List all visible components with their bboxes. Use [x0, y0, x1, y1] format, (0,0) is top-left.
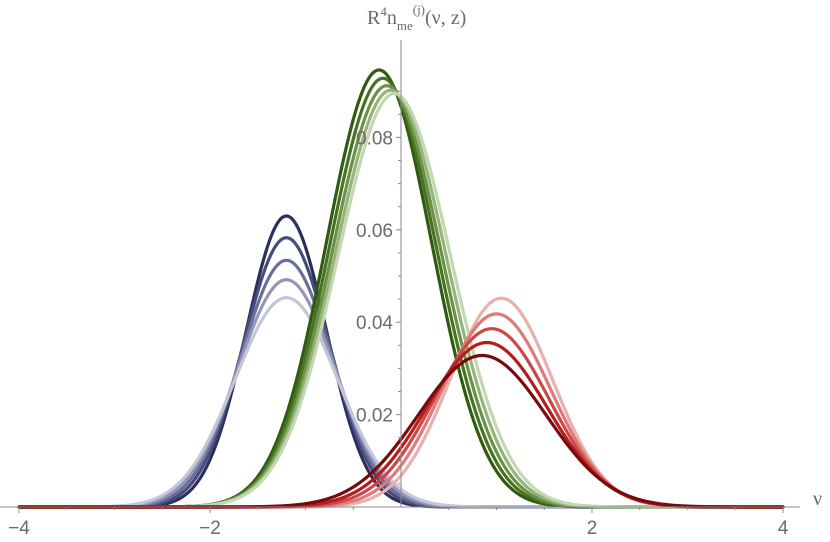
y-label-sup4: 4	[380, 4, 387, 19]
y-tick-label: 0.06	[356, 221, 393, 242]
y-label-sup: (j)	[413, 2, 425, 17]
y-tick-label: 0.04	[356, 313, 393, 334]
y-tick-label: 0.02	[356, 406, 393, 427]
y-label-n: n	[387, 7, 397, 29]
x-tick-label: −4	[8, 518, 30, 539]
x-tick-label: −2	[199, 518, 221, 539]
y-label-args: (ν, z)	[425, 7, 466, 29]
y-label-R: R	[367, 7, 381, 29]
x-tick-label: 4	[778, 518, 789, 539]
ticks-layer: −4 −2 2 4 0.02 0.04 0.06 0.08	[8, 90, 789, 539]
x-tick-label: 2	[587, 518, 598, 539]
y-axis-label: R4nme(j)(ν, z)	[367, 2, 466, 33]
y-tick-label: 0.08	[356, 128, 393, 149]
y-label-sub: me	[397, 18, 413, 33]
x-axis-label: ν	[813, 488, 822, 510]
axes-layer	[0, 40, 800, 508]
